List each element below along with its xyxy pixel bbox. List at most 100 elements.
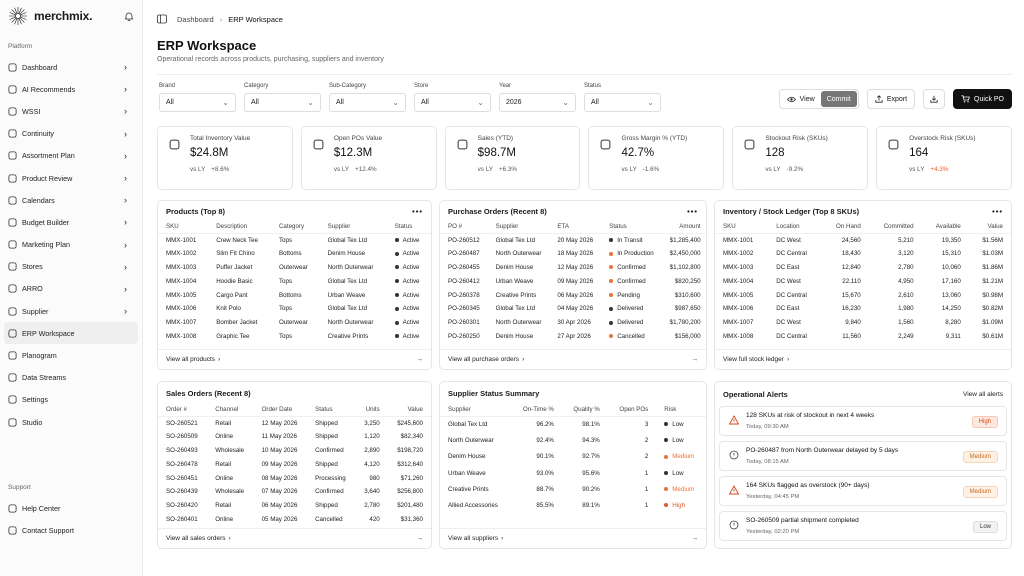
cell-text: 11 May 2026 (261, 433, 297, 441)
filter-select[interactable]: All ⌄ (329, 93, 406, 112)
table-row[interactable]: PO-260412 Urban Weave 09 May 2026 Confirmed… (440, 274, 709, 288)
table-row[interactable]: PO-260512 Global Tex Ltd 20 May 2026 In Tra… (440, 233, 709, 247)
table-row[interactable]: PO-260301 North Outerwear 30 Apr 2026 Deliv… (440, 316, 709, 330)
sidebar-item-contact-support[interactable]: Contact Support (0, 519, 139, 541)
table-row[interactable]: SO-260478 Retail 09 May 2026 Shipped 4,120 $3… (158, 457, 431, 471)
table-row[interactable]: MMX-1003 DC East 12,840 2,780 10,060 $1.86M (715, 261, 1011, 275)
table-cell: North Outerwear (320, 316, 387, 330)
cell-text: SO-260401 (166, 515, 198, 523)
view-button[interactable]: View (781, 91, 821, 107)
table-row[interactable]: SO-260420 Retail 06 May 2026 Shipped 2,780 $2… (158, 499, 431, 513)
sidebar-item-label: ARRO (22, 284, 43, 294)
cell-text: 1 (644, 485, 649, 493)
sidebar-item-planogram[interactable]: Planogram (0, 344, 138, 366)
view-all-sales-orders-link[interactable]: View all sales orders › → (158, 528, 431, 548)
status-dot-icon (664, 487, 669, 492)
table-row[interactable]: MMX-1001 Crew Neck Tee Tops Global Tex Ltd A… (158, 233, 431, 247)
table-row[interactable]: Allied Accessories 85.5% 89.1% 1 High (440, 497, 706, 513)
table-row[interactable]: MMX-1005 Cargo Pant Bottoms Urban Weave Acti… (158, 288, 431, 302)
filter-category: Category All ⌄ (244, 83, 321, 112)
quick-po-button[interactable]: Quick PO (953, 89, 1012, 109)
table-row[interactable]: Urban Weave 93.0% 95.6% 1 Low (440, 465, 706, 481)
table-row[interactable]: Denim House 90.1% 92.7% 2 Medium (440, 449, 706, 465)
sidebar-item-stores[interactable]: Stores › (0, 256, 138, 278)
alert-item[interactable]: 128 SKUs at risk of stockout in next 4 w… (719, 406, 1007, 436)
filter-select[interactable]: All ⌄ (414, 93, 491, 112)
table-row[interactable]: SO-260493 Wholesale 10 May 2026 Confirmed 2,… (158, 444, 431, 458)
sidebar-item-assortment-plan[interactable]: Assortment Plan › (0, 145, 138, 167)
cell-text: $1,102,800 (669, 263, 701, 271)
table-row[interactable]: MMX-1002 DC Central 18,430 3,120 15,310 $1.03… (715, 247, 1011, 261)
table-row[interactable]: PO-260378 Creative Prints 06 May 2026 Pendi… (440, 288, 709, 302)
table-row[interactable]: Creative Prints 88.7% 90.2% 1 Medium (440, 481, 706, 497)
table-row[interactable]: SO-260439 Wholesale 07 May 2026 Confirmed 3,… (158, 485, 431, 499)
sidebar-item-ai-recommends[interactable]: AI Recommends › (0, 78, 138, 100)
table-row[interactable]: PO-260345 Global Tex Ltd 04 May 2026 Delive… (440, 302, 709, 316)
table-row[interactable]: MMX-1007 DC West 9,840 1,560 8,280 $1.09M (715, 316, 1011, 330)
alert-item[interactable]: 164 SKUs flagged as overstock (90+ days)… (719, 476, 1007, 506)
table-row[interactable]: MMX-1006 DC East 16,230 1,980 14,250 $0.82M (715, 302, 1011, 316)
bell-icon[interactable] (124, 11, 134, 21)
sidebar-item-settings[interactable]: Settings (0, 389, 138, 411)
table-row[interactable]: MMX-1002 Slim Fit Chino Bottoms Denim House… (158, 247, 431, 261)
sidebar-item-supplier[interactable]: Supplier › (0, 300, 138, 322)
sidebar-item-continuity[interactable]: Continuity › (0, 123, 138, 145)
breadcrumb-root[interactable]: Dashboard (177, 14, 214, 24)
more-icon[interactable]: ••• (992, 206, 1003, 216)
sidebar-item-calendars[interactable]: Calendars › (0, 189, 138, 211)
view-all-products-link[interactable]: View all products › → (158, 349, 431, 369)
table-row[interactable]: SO-260521 Retail 12 May 2026 Shipped 3,250 $2… (158, 416, 431, 430)
table-row[interactable]: MMX-1008 DC Central 11,560 2,249 9,311 $0.61M (715, 330, 1011, 344)
table-row[interactable]: MMX-1006 Knit Polo Tops Global Tex Ltd Activ… (158, 302, 431, 316)
commit-button[interactable]: Commit (820, 91, 857, 107)
filter-select[interactable]: 2026 ⌄ (499, 93, 576, 112)
more-icon[interactable]: ••• (687, 206, 698, 216)
sidebar-item-wssi[interactable]: WSSI › (0, 100, 138, 122)
column-header: On-Time % (511, 404, 562, 417)
table-row[interactable]: MMX-1007 Bomber Jacket Outerwear North Oute… (158, 316, 431, 330)
table-row[interactable]: SO-260451 Online 08 May 2026 Processing 980 $… (158, 471, 431, 485)
sidebar-item-arro[interactable]: ARRO › (0, 278, 138, 300)
sidebar-item-product-review[interactable]: Product Review › (0, 167, 138, 189)
sidebar-item-erp-workspace[interactable]: ERP Workspace (4, 322, 138, 345)
cell-text: MMX-1008 (166, 332, 197, 340)
table-row[interactable]: MMX-1003 Puffer Jacket Outerwear North Oute… (158, 261, 431, 275)
more-icon[interactable]: ••• (412, 206, 423, 216)
filter-select[interactable]: All ⌄ (244, 93, 321, 112)
table-row[interactable]: MMX-1008 Graphic Tee Tops Creative Prints Ac… (158, 330, 431, 344)
export-button[interactable]: Export (866, 89, 916, 109)
table-row[interactable]: MMX-1005 DC Central 15,670 2,610 13,060 $0.98… (715, 288, 1011, 302)
table-row[interactable]: MMX-1004 DC West 22,110 4,950 17,160 $1.21M (715, 274, 1011, 288)
alert-item[interactable]: PO-260487 from North Outerwear delayed b… (719, 441, 1007, 471)
table-row[interactable]: PO-260250 Denim House 27 Apr 2026 Cancelled… (440, 330, 709, 344)
cell-text: $1,285,400 (669, 236, 701, 244)
cell-text: 22,110 (842, 277, 861, 285)
table-row[interactable]: MMX-1001 DC West 24,560 5,210 19,350 $1.56M (715, 233, 1011, 247)
view-all-suppliers-link[interactable]: View all suppliers › → (440, 528, 706, 548)
alert-item[interactable]: SO-260509 partial shipment completed Yest… (719, 511, 1007, 541)
table-row[interactable]: SO-260401 Online 05 May 2026 Cancelled 420 $3… (158, 513, 431, 527)
table-row[interactable]: SO-260509 Online 11 May 2026 Shipped 1,120 $8… (158, 430, 431, 444)
table-row[interactable]: PO-260455 Denim House 12 May 2026 Confirmed… (440, 261, 709, 275)
sidebar-item-help-center[interactable]: Help Center (0, 497, 139, 519)
download-button[interactable] (923, 89, 946, 109)
table-row[interactable]: Global Tex Ltd 96.2% 98.1% 3 Low (440, 416, 706, 432)
sidebar-item-marketing-plan[interactable]: Marketing Plan › (0, 234, 138, 256)
view-all-purchase-orders-link[interactable]: View all purchase orders › → (440, 349, 706, 369)
filter-select[interactable]: All ⌄ (584, 93, 661, 112)
table-row[interactable]: PO-260487 North Outerwear 18 May 2026 In Pr… (440, 247, 709, 261)
table-row[interactable]: North Outerwear 92.4% 94.3% 2 Low (440, 432, 706, 448)
view-all-alerts-link[interactable]: View all alerts (963, 390, 1003, 398)
sidebar-item-studio[interactable]: Studio (0, 411, 138, 433)
table-row[interactable]: MMX-1004 Hoodie Basic Tops Global Tex Ltd Ac… (158, 274, 431, 288)
merchmix-logo-icon[interactable] (8, 6, 28, 26)
purchase-orders-table: PO # Supplier ETA Status Amount PO-260512 Glob… (440, 221, 709, 343)
sidebar-item-data-streams[interactable]: Data Streams (0, 367, 138, 389)
status-dot-icon (394, 292, 399, 297)
filter-select[interactable]: All ⌄ (159, 93, 236, 112)
sidebar-toggle-icon[interactable] (157, 14, 167, 24)
sidebar-item-dashboard[interactable]: Dashboard › (0, 56, 138, 78)
table-cell: Denim House (320, 247, 387, 261)
sidebar-item-budget-builder[interactable]: Budget Builder › (0, 211, 138, 233)
view-full-stock-ledger-link[interactable]: View full stock ledger › (715, 349, 1011, 369)
